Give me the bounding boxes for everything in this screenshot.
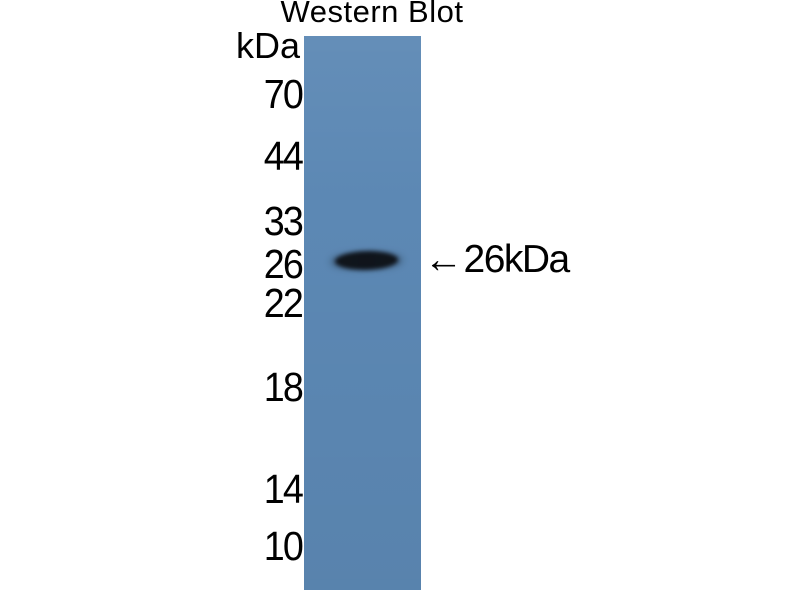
- ladder-marker-70: 70: [263, 71, 304, 117]
- ladder-marker-22: 22: [263, 280, 304, 326]
- protein-band: [334, 250, 399, 271]
- ladder-marker-14: 14: [263, 466, 304, 512]
- ladder-marker-44: 44: [263, 133, 304, 179]
- figure-title: Western Blot: [280, 0, 464, 29]
- ladder-marker-10: 10: [263, 523, 304, 569]
- kda-unit-label: kDa: [236, 25, 301, 66]
- ladder-marker-18: 18: [263, 364, 304, 410]
- membrane-lane: [304, 36, 421, 590]
- left-arrow-icon: ←: [424, 238, 463, 281]
- band-annotation-label: 26kDa: [463, 238, 571, 281]
- ladder-marker-26: 26: [263, 241, 304, 287]
- band-annotation: ← 26kDa: [424, 238, 571, 282]
- ladder-marker-33: 33: [263, 198, 304, 244]
